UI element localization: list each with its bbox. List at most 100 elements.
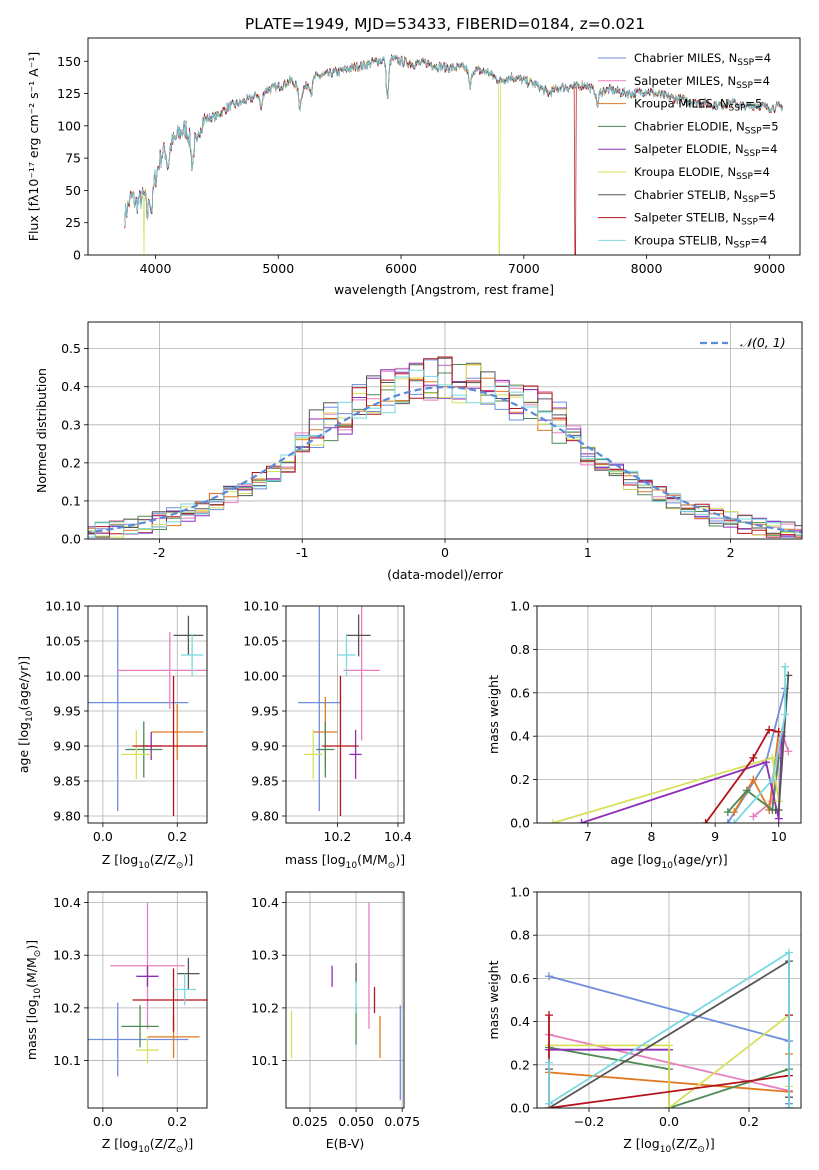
- weight_vs_Z-xtick-label: 0.0: [659, 1114, 679, 1129]
- age_vs_Z-frame: [87, 605, 208, 824]
- age_vs_mass-plot-area: [298, 606, 380, 816]
- spectrum-xlabel: wavelength [Angstrom, rest frame]: [334, 282, 554, 297]
- residuals-plot-area: [88, 356, 802, 538]
- weight_vs_age-plot-area: [548, 662, 793, 823]
- normal-reference-curve: [88, 385, 802, 534]
- mass_vs_EBV-axes: 0.025 0.050 0.075 10.1 10.2 10.3 10.4 E(B-V): [251, 891, 420, 1151]
- mass_vs_EBV-xtick-label: 0.075: [384, 1114, 420, 1129]
- age_vs_mass-ytick-label: 10.05: [243, 634, 279, 649]
- weight_vs_age-marker-kroupa-stelib: [768, 775, 777, 784]
- residuals-xtick-label: 0: [441, 545, 449, 560]
- weight_vs_age-marker-chabrier-elodie: [723, 808, 732, 817]
- mass_vs_Z-xlabel-base: Z [log: [102, 1136, 138, 1151]
- legend-label-n: =5: [762, 119, 779, 133]
- mass_vs_EBV-ytick-label: 10.4: [251, 895, 279, 910]
- legend-label-base: Salpeter ELODIE, N: [634, 142, 744, 156]
- legend-label-sub: SSP: [741, 218, 758, 228]
- weight_vs_age-line-salpeter-stelib: [704, 728, 779, 823]
- weight_vs_Z-axes: −0.2 0.0 0.2 0.0 0.2 0.4 0.6 0.8 1.0 Z [log10(Z/Z…: [486, 885, 802, 1155]
- weight_vs_Z-marker-kroupa-elodie: [665, 1041, 673, 1050]
- legend-label-n: =5: [745, 97, 762, 111]
- spectrum-line-kroupa-stelib: [124, 54, 783, 227]
- weight_vs_age-marker-salpeter-miles: [749, 812, 758, 821]
- mass_vs_EBV-grid: [286, 892, 404, 1108]
- legend-label-n: =5: [759, 188, 776, 202]
- weight_vs_Z-ytick-label: 0.2: [510, 1057, 530, 1072]
- legend-label-sub: SSP: [745, 126, 762, 136]
- mass_vs_Z-xlabel-expr: (Z/Z: [150, 1136, 176, 1151]
- age_vs_Z-ylabel-sub: 10: [25, 710, 35, 722]
- legend-label-n: =4: [758, 211, 775, 225]
- residuals-ytick-label: 0.0: [61, 532, 81, 547]
- legend-label-base: Kroupa ELODIE, N: [634, 165, 736, 179]
- weight_vs_age-marker-chabrier-miles: [723, 819, 732, 823]
- residuals-ytick-label: 0.3: [61, 417, 81, 432]
- weight_vs_age-marker-kroupa-elodie: [768, 753, 777, 762]
- mass_vs_Z-ylabel-sun: ⊙: [33, 950, 43, 958]
- legend-label-base: Kroupa STELIB, N: [634, 233, 734, 247]
- weight_vs_Z-marker-kroupa-stelib: [545, 1099, 553, 1108]
- legend-label-base: Salpeter MILES, N: [634, 74, 736, 88]
- age_vs_Z-ytick-label: 10.00: [45, 669, 81, 684]
- legend-label-sub: SSP: [742, 195, 759, 205]
- weight_vs_age-marker-kroupa-elodie: [548, 819, 557, 823]
- weight_vs_Z-ytick-label: 1.0: [510, 885, 530, 900]
- spectrum-ylabel: Flux [fλ10⁻¹⁷ erg cm⁻² s⁻¹ A⁻¹]: [26, 52, 41, 241]
- mass_vs_Z-ylabel-base: mass [log: [24, 999, 39, 1060]
- weight_vs_age-marker-salpeter-elodie: [577, 819, 586, 823]
- legend-label-sub: SSP: [744, 149, 761, 159]
- chart-layer: 4000 5000 6000 7000 8000 90000255075100125150…: [16, 37, 803, 1155]
- spectrum-xtick-label: 4000: [140, 261, 172, 276]
- spectrum-xtick-label: 5000: [262, 261, 294, 276]
- mass_vs_Z-ylabel-expr: (M/M: [24, 957, 39, 988]
- mass_vs_EBV-ytick-label: 10.2: [251, 1000, 279, 1015]
- mass_vs_EBV-ytick-label: 10.3: [251, 948, 279, 963]
- mass_vs_Z-ytick-label: 10.1: [53, 1053, 81, 1068]
- age_vs_Z-ytick-label: 9.80: [53, 809, 81, 824]
- legend-label-base: Salpeter STELIB, N: [634, 211, 741, 225]
- weight_vs_Z-marker-kroupa-stelib: [785, 1104, 793, 1108]
- legend-label-kroupa-elodie: Kroupa ELODIE, NSSP=4: [634, 165, 770, 182]
- weight_vs_age-ytick-label: 0.8: [510, 642, 530, 657]
- age_vs_mass-ytick-label: 10.10: [243, 599, 279, 614]
- age_vs_mass-xlabel-expr: (M/M: [357, 852, 388, 867]
- mass_vs_Z-ylabel-sub: 10: [33, 988, 43, 1000]
- weight_vs_age-marker-salpeter-elodie: [774, 814, 783, 823]
- weight_vs_age-xtick-label: 9: [711, 829, 719, 844]
- age_vs_Z-ylabel: age [log10(age/yr)]: [16, 656, 35, 773]
- mass_vs_Z-ylabel: mass [log10(M/M⊙)]: [24, 940, 43, 1060]
- legend-label-base: Kroupa MILES, N: [634, 97, 729, 111]
- legend-label-kroupa-miles: Kroupa MILES, NSSP=5: [634, 97, 762, 114]
- mass_vs_EBV-xtick-label: 0.050: [338, 1114, 374, 1129]
- residual-hist-kroupa-stelib: [88, 369, 802, 538]
- weight_vs_Z-marker-salpeter-stelib: [545, 1011, 553, 1020]
- age_vs_Z-xlabel: Z [log10(Z/Z⊙)]: [102, 852, 193, 871]
- age_vs_mass-xtick-label: 10.2: [324, 829, 352, 844]
- residuals-ytick-label: 0.2: [61, 455, 81, 470]
- mass_vs_EBV-ytick-label: 10.1: [251, 1053, 279, 1068]
- weight_vs_Z-ytick-label: 0.4: [510, 1014, 530, 1029]
- age_vs_Z-ytick-label: 10.05: [45, 634, 81, 649]
- legend-label-chabrier-elodie: Chabrier ELODIE, NSSP=5: [634, 119, 779, 136]
- spectrum-xtick-label: 7000: [508, 261, 540, 276]
- weight_vs_age-grid: [537, 605, 801, 824]
- weight_vs_age-ytick-label: 0.4: [510, 729, 530, 744]
- residuals-xlabel: (data-model)/error: [387, 567, 504, 582]
- legend-label-sub: SSP: [734, 240, 751, 250]
- mass_vs_EBV-plot-area: [290, 902, 401, 1101]
- mass_vs_Z-xlabel-sub: 10: [138, 1145, 150, 1155]
- residuals-ytick-label: 0.4: [61, 379, 81, 394]
- weight_vs_age-xtick-label: 8: [648, 829, 656, 844]
- age_vs_Z-xlabel-sub: 10: [138, 861, 150, 871]
- weight_vs_age-xtick-label: 7: [584, 829, 592, 844]
- residuals-frame: [87, 321, 803, 540]
- weight_vs_age-marker-chabrier-stelib: [774, 805, 783, 814]
- weight_vs_Z-xtick-label: −0.2: [574, 1114, 604, 1129]
- legend-label-base: Chabrier MILES, N: [634, 51, 737, 65]
- weight_vs_age-ytick-label: 0.2: [510, 772, 530, 787]
- weight_vs_age-marker-chabrier-elodie: [742, 786, 751, 795]
